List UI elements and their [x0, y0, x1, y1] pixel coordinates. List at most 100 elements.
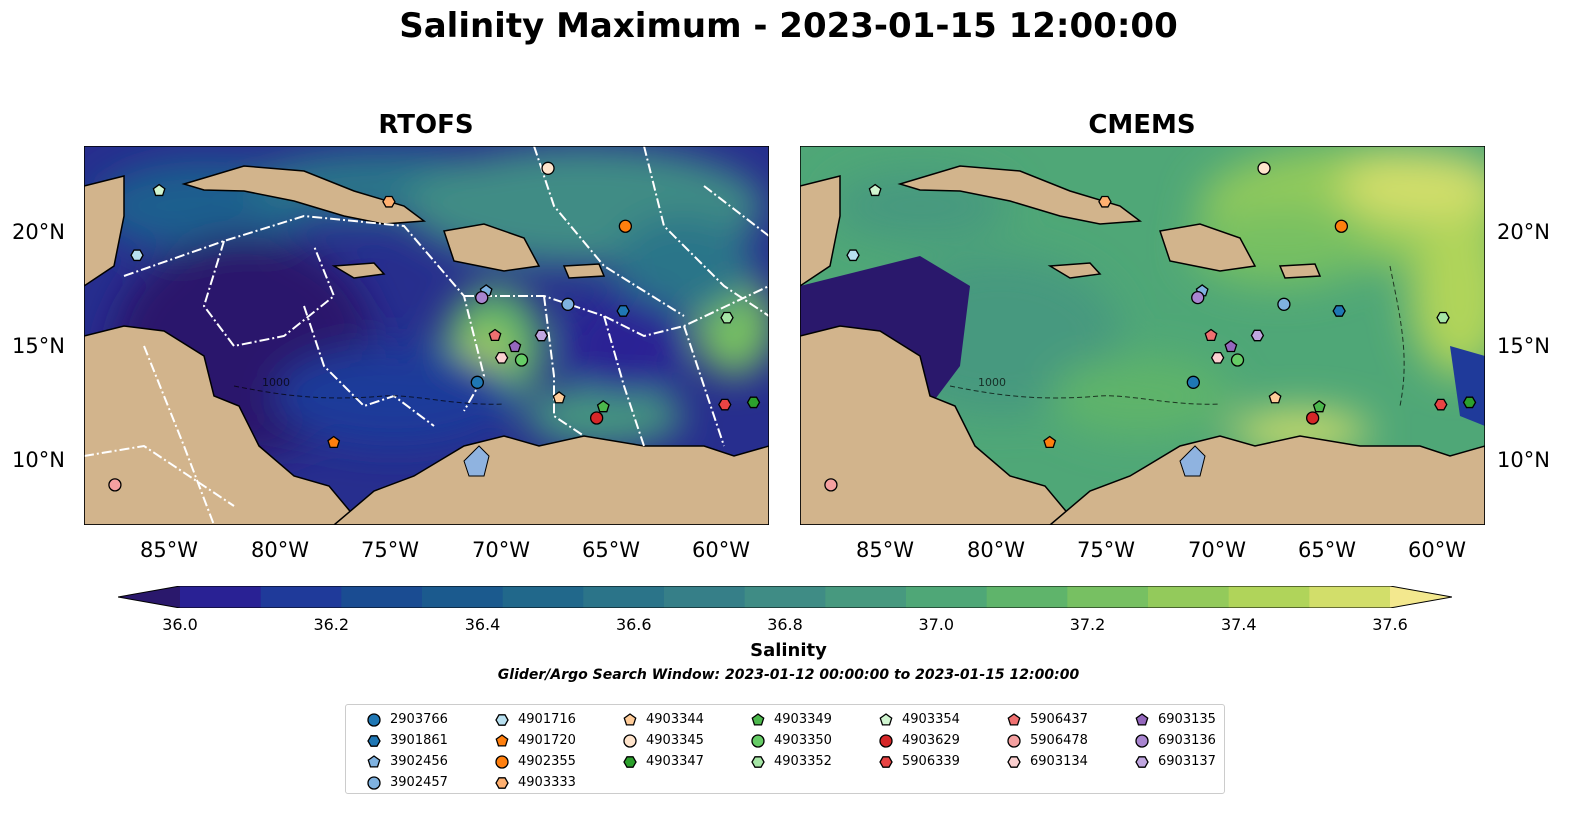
panel-title-cmems: CMEMS: [1088, 110, 1196, 140]
float-marker-6903136: [475, 290, 489, 305]
colorbar-bin: [1309, 586, 1391, 608]
colorbar-tick-label: 36.8: [767, 615, 803, 634]
float-marker-5906437: [1204, 328, 1218, 341]
legend-marker-3902457: [367, 776, 381, 790]
float-marker-6903135: [508, 339, 522, 353]
legend-marker-2903766: [367, 713, 381, 727]
float-marker-4903352: [1436, 311, 1450, 324]
float-marker-4903333: [382, 195, 396, 208]
colorbar-tick-label: 37.2: [1069, 615, 1106, 634]
float-marker-4902355: [618, 219, 633, 233]
legend-label: 4903352: [774, 754, 832, 769]
legend-label: 3902457: [390, 775, 448, 790]
legend-item-4903333: 4903333: [495, 775, 576, 790]
legend-item-4903352: 4903352: [751, 754, 832, 769]
float-marker-4903344: [1268, 391, 1282, 404]
circle-marker-icon: [751, 734, 765, 748]
depth-contour: [949, 265, 1405, 407]
legend-item-6903137: 6903137: [1135, 754, 1216, 769]
float-marker-3901861: [1332, 305, 1346, 317]
legend-label: 4901720: [518, 733, 576, 748]
lon-tick-left-85: 85°W: [140, 538, 198, 562]
float-marker-4901716: [130, 249, 144, 262]
lat-tick-left-15: 15°N: [12, 334, 65, 358]
legend-label: 4903349: [774, 712, 832, 727]
hexagon-marker-icon: [495, 777, 509, 789]
lon-tick-right-65: 65°W: [1298, 538, 1356, 562]
float-marker-4903349: [1312, 400, 1326, 413]
legend-marker-4903352: [751, 756, 765, 768]
float-marker-2903766: [1186, 375, 1200, 389]
pentagon-marker-icon: [367, 755, 381, 768]
circle-marker-icon: [495, 755, 509, 769]
colorbar-bin: [1148, 586, 1230, 608]
pentagon-marker-icon: [623, 713, 637, 726]
colorbar-tick-label: 37.4: [1220, 615, 1257, 634]
lon-tick-right-75: 75°W: [1077, 538, 1135, 562]
colorbar-extend-high: [1390, 586, 1452, 608]
legend-item-4903345: 4903345: [623, 733, 704, 748]
float-marker-4903345: [1257, 161, 1271, 175]
legend-item-5906339: 5906339: [879, 754, 960, 769]
legend-item-4902355: 4902355: [495, 754, 576, 769]
hexagon-marker-icon: [1007, 756, 1021, 768]
float-marker-4903347: [1462, 396, 1477, 409]
legend-item-4901716: 4901716: [495, 712, 576, 727]
legend-item-3901861: 3901861: [367, 733, 448, 748]
legend-label: 6903134: [1030, 754, 1088, 769]
colorbar-bin: [180, 586, 262, 608]
depth-contour: [233, 385, 505, 405]
legend-label: 4903629: [902, 733, 960, 748]
colorbar-extend-low: [118, 586, 180, 608]
legend-marker-4901720: [495, 734, 509, 747]
legend-item-4901720: 4901720: [495, 733, 576, 748]
float-marker-4903350: [1230, 353, 1245, 367]
hexagon-marker-icon: [623, 756, 637, 768]
legend-marker-4903350: [751, 734, 765, 748]
lat-tick-right-20: 20°N: [1497, 220, 1550, 244]
float-marker-5906339: [718, 398, 732, 411]
float-markers-cmems: [824, 161, 1477, 492]
colorbar-title: Salinity: [750, 640, 827, 661]
legend-marker-3901861: [367, 735, 381, 747]
lake-maracaibo: [1179, 445, 1206, 477]
float-markers-rtofs: [108, 161, 761, 492]
colorbar-bin: [744, 586, 826, 608]
float-marker-6903134: [1210, 351, 1225, 364]
float-marker-6903137: [1250, 329, 1265, 342]
legend-label: 3901861: [390, 733, 448, 748]
circle-marker-icon: [879, 734, 893, 748]
colorbar-bin: [825, 586, 907, 608]
depth-contour-label: 1000: [978, 376, 1006, 389]
legend-label: 2903766: [390, 712, 448, 727]
legend-marker-5906437: [1007, 713, 1021, 726]
float-marker-4901720: [327, 435, 341, 449]
legend-label: 6903135: [1158, 712, 1216, 727]
legend-marker-4903344: [623, 713, 637, 726]
float-marker-4901716: [846, 249, 860, 262]
colorbar-tick-label: 36.0: [162, 615, 198, 634]
circle-marker-icon: [1135, 734, 1149, 748]
map-panel-rtofs: 1000: [84, 146, 769, 525]
legend-label: 6903136: [1158, 733, 1216, 748]
legend-item-4903350: 4903350: [751, 733, 832, 748]
legend-marker-6903134: [1007, 756, 1021, 768]
hexagon-marker-icon: [367, 735, 381, 747]
legend-label: 4903333: [518, 775, 576, 790]
pentagon-marker-icon: [879, 713, 893, 726]
float-marker-4902355: [1334, 219, 1349, 233]
colorbar-bin: [341, 586, 423, 608]
pentagon-marker-icon: [1135, 713, 1149, 726]
legend-label: 5906339: [902, 754, 960, 769]
legend-marker-5906339: [879, 756, 893, 768]
legend-marker-4903345: [623, 734, 637, 748]
circle-marker-icon: [367, 776, 381, 790]
legend-label: 4901716: [518, 712, 576, 727]
float-marker-6903135: [1224, 339, 1238, 353]
legend-label: 4903347: [646, 754, 704, 769]
legend-marker-4903333: [495, 777, 509, 789]
colorbar-bin: [583, 586, 665, 608]
low-salinity-east: [1450, 346, 1485, 426]
lon-tick-right-70: 70°W: [1188, 538, 1246, 562]
legend-item-2903766: 2903766: [367, 712, 448, 727]
